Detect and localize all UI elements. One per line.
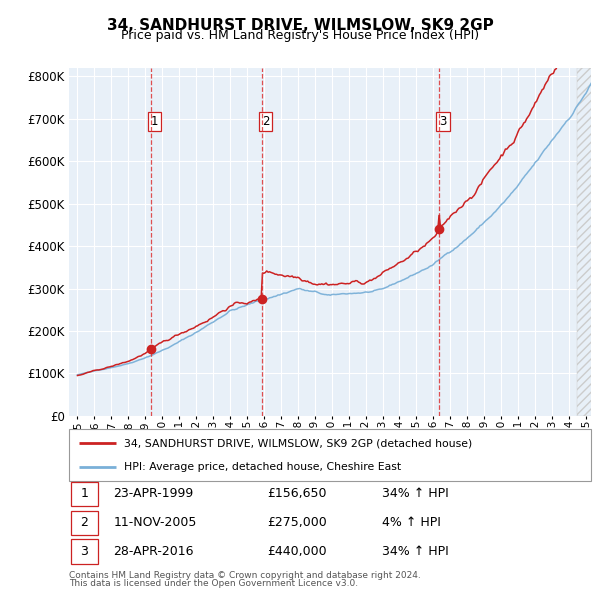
Text: 2: 2 xyxy=(80,516,88,529)
Text: 3: 3 xyxy=(80,545,88,558)
FancyBboxPatch shape xyxy=(69,429,591,481)
Text: Price paid vs. HM Land Registry's House Price Index (HPI): Price paid vs. HM Land Registry's House … xyxy=(121,30,479,42)
Text: Contains HM Land Registry data © Crown copyright and database right 2024.: Contains HM Land Registry data © Crown c… xyxy=(69,571,421,579)
Text: HPI: Average price, detached house, Cheshire East: HPI: Average price, detached house, Ches… xyxy=(124,462,401,472)
Text: This data is licensed under the Open Government Licence v3.0.: This data is licensed under the Open Gov… xyxy=(69,579,358,588)
Text: 23-APR-1999: 23-APR-1999 xyxy=(113,487,194,500)
Text: 1: 1 xyxy=(80,487,88,500)
FancyBboxPatch shape xyxy=(71,510,98,535)
FancyBboxPatch shape xyxy=(71,481,98,506)
Text: 2: 2 xyxy=(262,115,269,128)
Text: £440,000: £440,000 xyxy=(268,545,327,558)
FancyBboxPatch shape xyxy=(71,539,98,564)
Text: 4% ↑ HPI: 4% ↑ HPI xyxy=(382,516,441,529)
Text: 3: 3 xyxy=(439,115,447,128)
Text: 34% ↑ HPI: 34% ↑ HPI xyxy=(382,545,449,558)
Text: 11-NOV-2005: 11-NOV-2005 xyxy=(113,516,197,529)
Text: 28-APR-2016: 28-APR-2016 xyxy=(113,545,194,558)
Text: £275,000: £275,000 xyxy=(268,516,327,529)
Text: 1: 1 xyxy=(151,115,158,128)
Text: 34, SANDHURST DRIVE, WILMSLOW, SK9 2GP (detached house): 34, SANDHURST DRIVE, WILMSLOW, SK9 2GP (… xyxy=(124,438,472,448)
Text: 34, SANDHURST DRIVE, WILMSLOW, SK9 2GP: 34, SANDHURST DRIVE, WILMSLOW, SK9 2GP xyxy=(107,18,493,32)
Text: £156,650: £156,650 xyxy=(268,487,327,500)
Bar xyxy=(577,68,600,416)
Text: 34% ↑ HPI: 34% ↑ HPI xyxy=(382,487,449,500)
